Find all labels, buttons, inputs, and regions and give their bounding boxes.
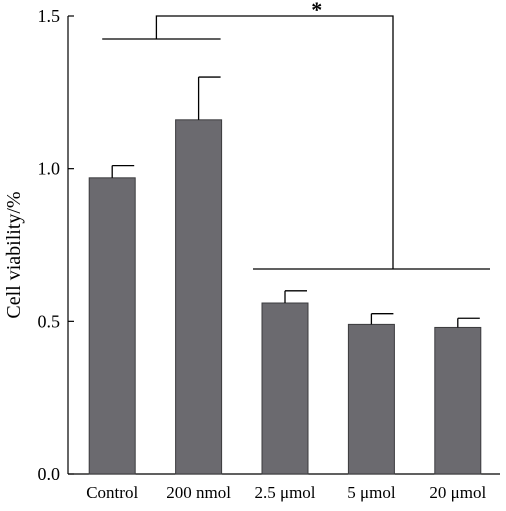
x-category-label: Control: [86, 483, 138, 502]
bar: [434, 326, 482, 475]
x-category-label: 200 nmol: [166, 483, 231, 502]
y-axis-title: Cell viability/%: [3, 191, 25, 318]
bar: [88, 177, 136, 475]
x-category-label: 20 μmol: [429, 483, 486, 502]
x-category-label: 5 μmol: [347, 483, 396, 502]
bar: [347, 323, 395, 475]
significance-bracket: [155, 15, 394, 269]
y-tick-label: 1.0: [38, 159, 61, 179]
x-category-label: 2.5 μmol: [254, 483, 315, 502]
bar: [175, 119, 223, 475]
y-tick-label: 1.5: [38, 6, 61, 26]
significance-star: *: [311, 0, 322, 22]
bar: [261, 302, 309, 475]
y-tick-label: 0.5: [38, 311, 61, 331]
y-tick-label: 0.0: [38, 464, 61, 484]
